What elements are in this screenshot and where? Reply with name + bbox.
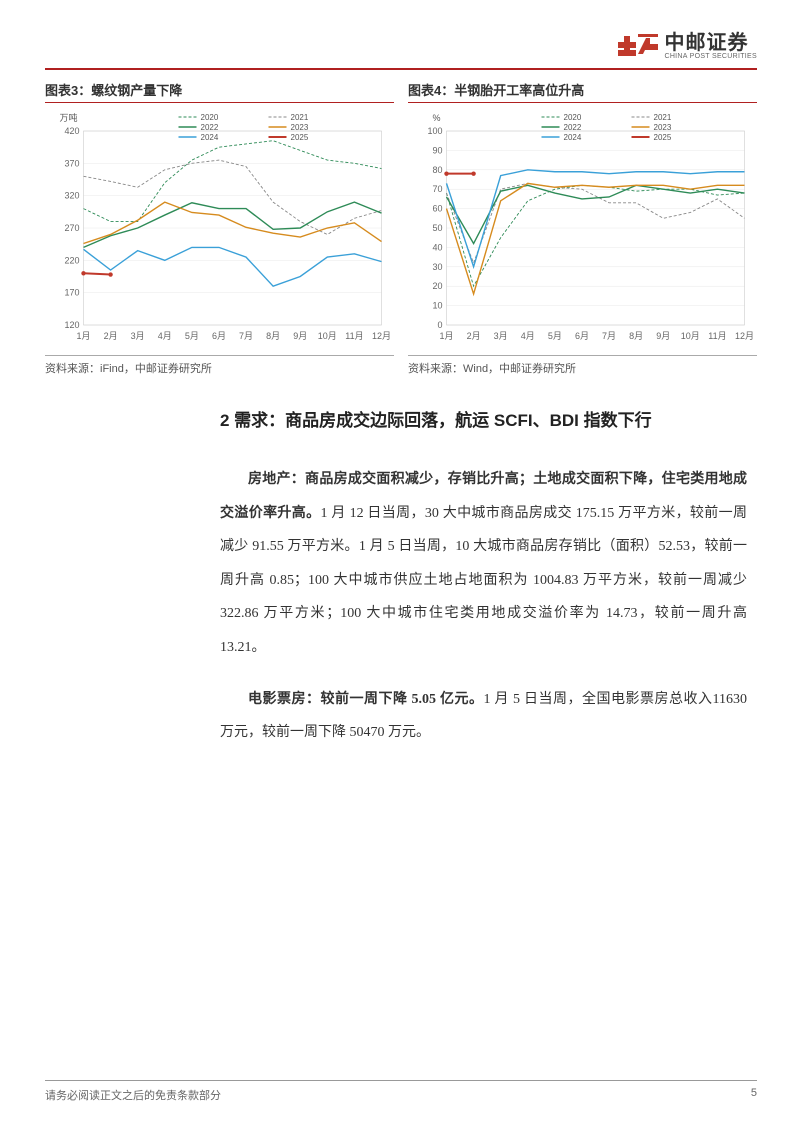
svg-text:7月: 7月 [239, 331, 253, 341]
svg-text:8月: 8月 [629, 331, 643, 341]
sources-row: 资料来源：iFind，中邮证券研究所 资料来源：Wind，中邮证券研究所 [45, 355, 757, 376]
page-footer: 请务必阅读正文之后的免责条款部分 5 [45, 1080, 757, 1103]
svg-text:420: 420 [64, 126, 79, 136]
svg-text:%: % [432, 113, 440, 123]
svg-text:2023: 2023 [291, 123, 309, 132]
svg-text:5月: 5月 [185, 331, 199, 341]
svg-text:90: 90 [432, 145, 442, 155]
chart3-svg: 120 170 220 270 320 370 420 万吨 1月 2月 3月 4月 5月 6月 7月 8月 9… [45, 107, 394, 347]
svg-text:70: 70 [432, 184, 442, 194]
svg-text:7月: 7月 [602, 331, 616, 341]
body-text: 房地产：商品房成交面积减少，存销比升高；土地成交面积下降，住宅类用地成交溢价率升… [220, 463, 747, 750]
svg-text:120: 120 [64, 320, 79, 330]
svg-text:2020: 2020 [564, 113, 582, 122]
svg-text:10: 10 [432, 301, 442, 311]
svg-text:2024: 2024 [201, 133, 219, 142]
svg-text:20: 20 [432, 281, 442, 291]
svg-text:6月: 6月 [212, 331, 226, 341]
svg-text:4月: 4月 [521, 331, 535, 341]
svg-text:8月: 8月 [266, 331, 280, 341]
chart3-source: 资料来源：iFind，中邮证券研究所 [45, 355, 394, 376]
svg-text:10月: 10月 [318, 331, 337, 341]
svg-text:2023: 2023 [654, 123, 672, 132]
svg-text:2025: 2025 [291, 133, 309, 142]
chart3-area: 120 170 220 270 320 370 420 万吨 1月 2月 3月 4月 5月 6月 7月 8月 9… [45, 107, 394, 347]
chart4-area: 0 10 20 30 40 50 60 70 80 90 100% 1月 2月 3月 4月 5月 6月 7月 8月 9… [408, 107, 757, 347]
svg-text:11月: 11月 [345, 331, 363, 341]
svg-text:11月: 11月 [708, 331, 726, 341]
svg-text:40: 40 [432, 242, 442, 252]
svg-text:80: 80 [432, 165, 442, 175]
svg-text:60: 60 [432, 204, 442, 214]
chart4-panel: 图表4：半钢胎开工率高位升高 0 10 20 30 40 50 60 70 80 90 100% 1月… [408, 80, 757, 347]
svg-text:2022: 2022 [201, 123, 219, 132]
brand-logo: 中邮证券 CHINA POST SECURITIES [618, 30, 757, 62]
svg-text:100: 100 [427, 126, 442, 136]
logo-icon [618, 30, 658, 62]
svg-text:220: 220 [64, 255, 79, 265]
section2-heading: 2 需求：商品房成交边际回落，航运 SCFI、BDI 指数下行 [220, 406, 757, 431]
page-number: 5 [751, 1087, 757, 1103]
svg-text:3月: 3月 [131, 331, 145, 341]
svg-text:2020: 2020 [201, 113, 219, 122]
svg-text:12月: 12月 [735, 331, 754, 341]
chart4-svg: 0 10 20 30 40 50 60 70 80 90 100% 1月 2月 3月 4月 5月 6月 7月 8月 9… [408, 107, 757, 347]
svg-text:2025: 2025 [654, 133, 672, 142]
svg-text:2021: 2021 [291, 113, 309, 122]
logo-en-text: CHINA POST SECURITIES [664, 53, 757, 60]
svg-text:370: 370 [64, 158, 79, 168]
para-box-office: 电影票房：较前一周下降 5.05 亿元。1 月 5 日当周，全国电影票房总收入1… [220, 683, 747, 750]
svg-text:6月: 6月 [575, 331, 589, 341]
svg-text:2024: 2024 [564, 133, 582, 142]
svg-text:2021: 2021 [654, 113, 672, 122]
svg-text:10月: 10月 [681, 331, 700, 341]
chart3-panel: 图表3：螺纹钢产量下降 120 170 220 270 320 370 420 万吨 1月 2月 3… [45, 80, 394, 347]
svg-text:50: 50 [432, 223, 442, 233]
svg-text:0: 0 [437, 320, 442, 330]
logo-cn-text: 中邮证券 [664, 33, 757, 53]
chart3-title: 图表3：螺纹钢产量下降 [45, 80, 394, 103]
svg-text:2月: 2月 [467, 331, 481, 341]
svg-text:9月: 9月 [293, 331, 307, 341]
svg-text:1月: 1月 [76, 331, 90, 341]
svg-text:2月: 2月 [104, 331, 118, 341]
logo-text-wrap: 中邮证券 CHINA POST SECURITIES [664, 33, 757, 60]
charts-row: 图表3：螺纹钢产量下降 120 170 220 270 320 370 420 万吨 1月 2月 3… [45, 80, 757, 347]
svg-text:1月: 1月 [439, 331, 453, 341]
svg-text:4月: 4月 [158, 331, 172, 341]
svg-text:3月: 3月 [494, 331, 508, 341]
svg-text:万吨: 万吨 [59, 112, 77, 123]
svg-text:2022: 2022 [564, 123, 582, 132]
svg-text:9月: 9月 [656, 331, 670, 341]
para-real-estate: 房地产：商品房成交面积减少，存销比升高；土地成交面积下降，住宅类用地成交溢价率升… [220, 463, 747, 665]
svg-text:170: 170 [64, 288, 79, 298]
svg-text:320: 320 [64, 191, 79, 201]
svg-text:270: 270 [64, 223, 79, 233]
svg-text:12月: 12月 [372, 331, 391, 341]
chart4-source: 资料来源：Wind，中邮证券研究所 [408, 355, 757, 376]
para2-lead: 电影票房：较前一周下降 5.05 亿元。 [248, 692, 484, 707]
svg-text:5月: 5月 [548, 331, 562, 341]
page-header: 中邮证券 CHINA POST SECURITIES [45, 30, 757, 70]
svg-text:30: 30 [432, 262, 442, 272]
chart4-title: 图表4：半钢胎开工率高位升高 [408, 80, 757, 103]
footer-disclaimer: 请务必阅读正文之后的免责条款部分 [45, 1087, 221, 1103]
para1-body: 1 月 12 日当周，30 大中城市商品房成交 175.15 万平方米，较前一周… [220, 506, 747, 655]
